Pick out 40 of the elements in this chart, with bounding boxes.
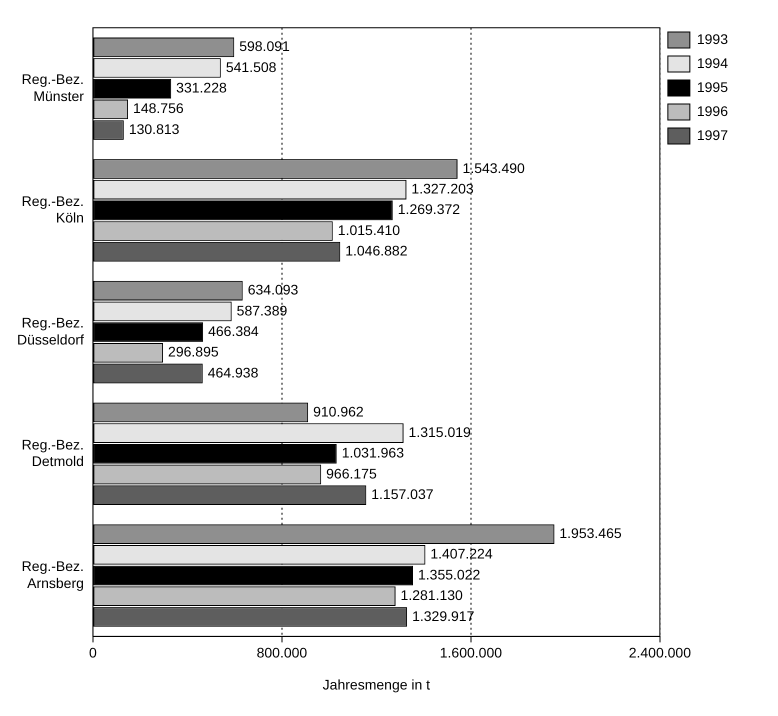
x-axis-title: Jahresmenge in t [322,676,430,692]
data-label: 130.813 [128,120,180,137]
data-label: 464.938 [208,364,259,380]
legend-label: 1994 [696,54,728,71]
legend-label: 1993 [696,30,728,47]
data-label: 1.015.410 [338,222,400,238]
data-label: 1.315.019 [408,424,472,440]
legend-label: 1995 [696,78,728,95]
y-tick-label: Reg.-Bez. Detmold [22,436,84,470]
data-label: 1.157.037 [371,486,434,502]
data-label: 1.953.465 [559,525,622,542]
y-tick-label: Reg.-Bez. Düsseldorf [16,314,84,348]
data-label: 1.281.130 [400,587,464,604]
data-label: 1.543.490 [462,160,526,176]
legend-label: 1997 [696,126,728,143]
data-label: 1.355.022 [418,566,480,582]
x-tick-label: 0 [89,644,98,661]
y-tick-label: Reg.-Bez. Münster [22,71,84,104]
data-label: 966.175 [326,465,377,482]
data-label: 1.269.372 [398,201,460,218]
data-label: 634.093 [248,282,299,298]
data-label: 466.384 [208,322,259,339]
data-label: 1.407.224 [430,546,493,562]
x-tick-label: 1.600.000 [440,644,502,661]
y-tick-label: Reg.-Bez. Köln [22,192,84,226]
data-label: 331.228 [176,80,227,96]
data-label: 1.329.917 [412,608,475,624]
data-label: 541.508 [226,58,277,75]
data-label: 587.389 [236,302,288,318]
data-label: 910.962 [313,403,364,420]
x-tick-label: 2.400.000 [628,644,692,661]
data-label: 598.091 [239,38,290,54]
data-label: 1.327.203 [411,180,474,197]
x-tick-label: 800.000 [256,644,308,661]
data-label: 1.031.963 [342,444,404,461]
y-tick-label: Reg.-Bez. Arnsberg [22,558,84,591]
legend-label: 1996 [696,102,728,119]
data-label: 1.046.882 [345,242,408,259]
data-label: 296.895 [168,344,219,360]
data-label: 148.756 [133,100,184,116]
